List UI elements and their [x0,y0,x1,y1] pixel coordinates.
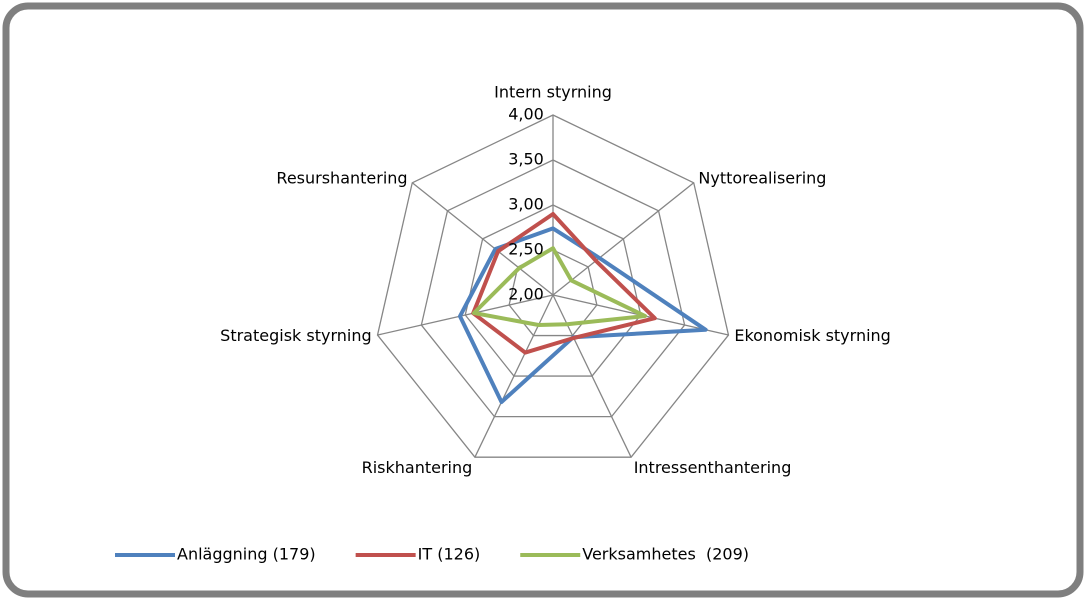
category-label: Ekonomisk styrning [734,326,891,345]
y-tick-label: 3,00 [508,195,544,214]
grid-ring [464,204,642,377]
category-label: Riskhantering [362,458,473,477]
grid-ring [420,159,686,418]
y-tick-label: 4,00 [508,105,544,124]
category-label: Intern styrning [494,83,612,102]
legend-label: IT (126) [418,545,481,564]
category-label: Resurshantering [276,169,407,188]
legend: Anläggning (179) IT (126) Verksamhetes (20… [115,545,749,564]
legend-label: Verksamhetes (209) [582,545,749,564]
y-tick-label: 2,00 [508,285,544,304]
labels: 2,00 2,50 3,00 3,50 4,00 Intern styrning Nytto… [220,83,891,478]
category-label: Nyttorealisering [698,169,826,188]
y-tick-label: 2,50 [508,240,544,259]
y-tick-label: 3,50 [508,150,544,169]
series-line [471,212,657,355]
category-label: Intressenthantering [634,458,792,477]
plot [458,212,708,404]
category-label: Strategisk styrning [220,326,371,345]
legend-label: Anläggning (179) [177,545,316,564]
grid-ring [376,114,730,458]
series-line [458,226,708,404]
series-line [472,246,648,327]
